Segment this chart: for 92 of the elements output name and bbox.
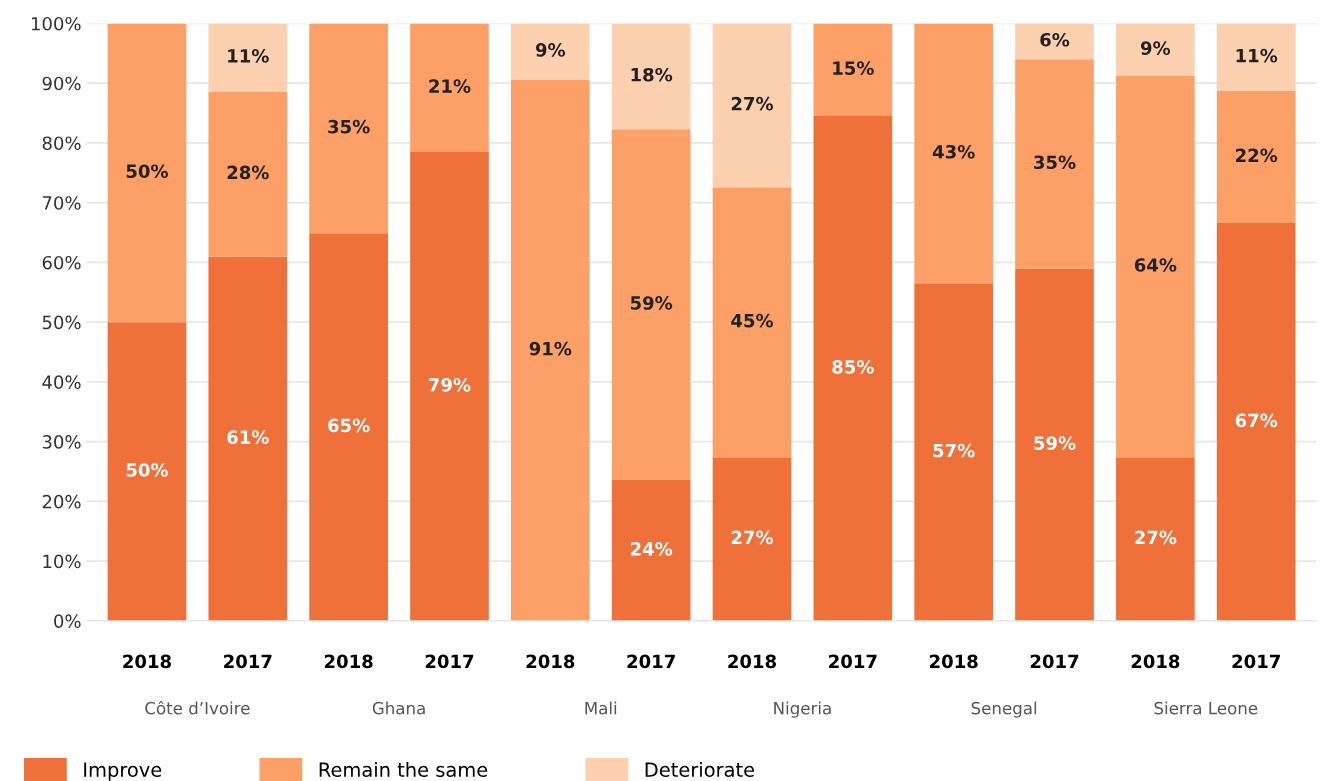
data-label: 11% [228,49,269,63]
bar [1216,23,1296,91]
y-tick-label: 30% [42,435,81,449]
text: Senegal [971,701,1037,718]
bar [712,187,792,458]
bar [208,23,288,92]
legend-label: Remain the same [319,761,488,778]
data-label: 27% [731,96,774,111]
data-label: 18% [631,67,673,82]
x-tick-label: 2018 [1131,654,1180,669]
bar [410,23,489,152]
y-tick-label: 70% [42,196,81,210]
bar [1015,23,1094,60]
legend-label: Deteriorate [645,761,755,778]
bar [510,79,590,621]
y-tick-label: 90% [42,76,81,91]
text: Ghana [372,701,425,715]
legend-label: Improve [84,762,162,781]
data-label: 27% [731,530,774,545]
x-tick-label: 2017 [627,654,675,669]
y-tick-label: 40% [42,375,81,390]
data-label: 43% [932,144,975,159]
data-label: 45% [731,313,774,328]
bar [611,479,691,621]
bar [1015,268,1094,621]
bar [510,23,590,80]
bar [1116,23,1195,77]
data-label: 59% [1034,436,1076,450]
bar [914,283,993,621]
x-tick-label: 2018 [929,654,978,669]
data-label: 9% [1140,41,1171,55]
data-label: 35% [1034,155,1076,170]
y-tick-label: 80% [42,136,81,151]
y-tick-label: 0% [54,614,81,629]
data-label: 50% [126,463,168,477]
bar [107,23,187,323]
bar [309,23,388,234]
data-label: 21% [429,79,471,93]
data-label: 22% [1236,148,1278,163]
bar [914,23,993,284]
data-label: 11% [1236,48,1278,63]
data-label: 65% [328,418,370,433]
x-tick-label: 2017 [1030,654,1079,669]
data-label: 64% [1134,258,1177,272]
bar [813,23,893,117]
text: Sierra Leone [1154,701,1258,715]
text: Nigeria [774,701,831,718]
data-label: 9% [535,43,566,57]
bar [611,129,691,480]
bar [1116,76,1195,458]
data-label: 35% [328,119,370,134]
data-label: 24% [630,541,673,556]
data-label: 91% [529,341,572,356]
data-label: 15% [833,61,874,75]
bar [611,23,691,130]
bar [309,233,388,621]
y-tick-label: 60% [42,255,81,270]
data-label: 6% [1040,32,1070,47]
x-tick-label: 2017 [425,654,474,669]
bar [712,23,792,188]
bar [208,91,288,257]
bar [107,322,187,621]
data-label: 61% [227,430,269,444]
data-label: 79% [429,377,471,392]
data-label: 28% [227,165,269,180]
bar [813,116,893,621]
bar [1015,59,1094,269]
data-label: 59% [630,296,673,310]
text: Mali [585,701,617,715]
x-tick-label: 2018 [324,654,373,669]
bar [208,256,288,621]
x-tick-label: 2018 [526,654,575,669]
bar [1116,457,1195,621]
data-label: 50% [126,164,168,179]
x-tick-label: 2017 [1232,654,1280,669]
y-tick-label: 20% [42,494,81,509]
bar [1216,222,1296,621]
x-tick-label: 2017 [829,654,877,669]
text: Côte d’Ivoire [145,700,250,715]
bar [712,457,792,621]
x-tick-label: 2018 [123,654,171,669]
y-tick-label: 100% [31,16,81,31]
data-label: 27% [1135,530,1177,545]
bar [410,151,489,621]
y-tick-label: 10% [43,554,81,569]
y-tick-label: 50% [42,315,81,330]
x-tick-label: 2018 [728,654,776,669]
data-label: 67% [1235,413,1278,428]
bar [1216,90,1296,223]
data-label: 57% [933,443,975,458]
x-tick-label: 2017 [224,654,272,669]
data-label: 85% [832,360,874,374]
